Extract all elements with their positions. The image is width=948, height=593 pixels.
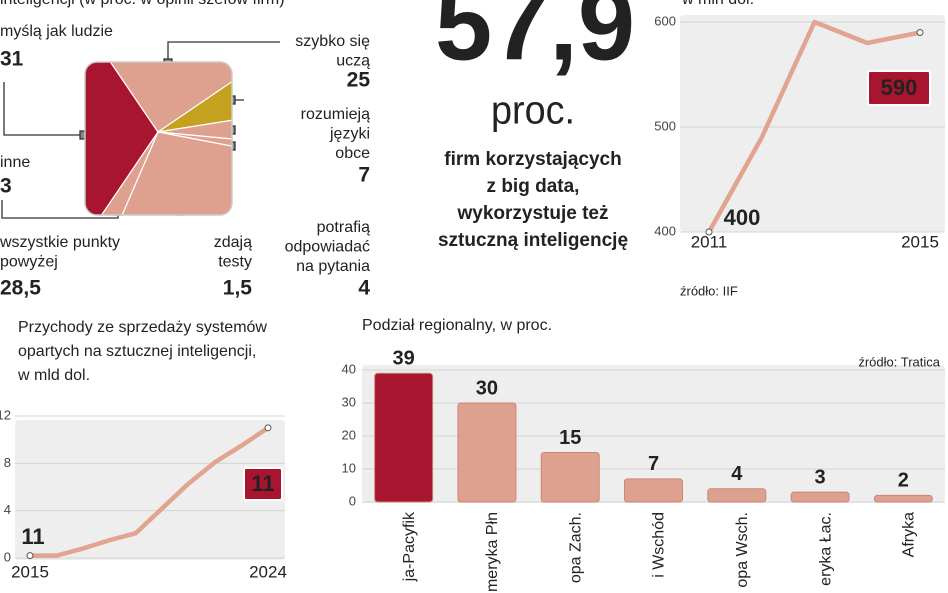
annotation: 11 bbox=[251, 471, 274, 496]
chart-title: inteligencji (w proc. w opinii szefów fi… bbox=[0, 0, 285, 8]
big-number: 57,9 bbox=[435, 0, 635, 82]
value-label: 2 bbox=[898, 470, 909, 492]
value-label: 30 bbox=[476, 377, 498, 399]
x-tick-label: meryka Płn bbox=[484, 512, 501, 592]
y-tick-label: 4 bbox=[4, 502, 11, 517]
category-label: odpowiadać bbox=[285, 239, 370, 256]
source: źródło: Tratica bbox=[858, 354, 940, 369]
category-label: rozumieją bbox=[301, 106, 370, 123]
line bbox=[706, 19, 923, 235]
value-label: 1,5 bbox=[223, 277, 253, 300]
value-label: 28,5 bbox=[0, 277, 41, 300]
plot-background bbox=[680, 15, 945, 232]
category-label: szybko się bbox=[295, 33, 370, 50]
category-label: powyżej bbox=[0, 254, 58, 271]
unit: proc. bbox=[491, 89, 575, 133]
pie-wedge bbox=[85, 131, 159, 215]
category-label: języki bbox=[329, 126, 370, 143]
annotation: 400 bbox=[724, 205, 761, 230]
value-label: 4 bbox=[358, 277, 370, 300]
chart-title: Przychody ze sprzedaży systemów bbox=[18, 319, 267, 336]
x-tick-label: 2015 bbox=[901, 232, 939, 251]
bar bbox=[873, 494, 933, 503]
category-label: wszystkie punkty bbox=[0, 234, 120, 251]
value-label: 25 bbox=[347, 69, 371, 92]
value-label: 39 bbox=[393, 348, 415, 370]
category-label: testy bbox=[218, 254, 252, 271]
x-tick-label: eryka Łac. bbox=[817, 512, 834, 586]
value-label: 15 bbox=[559, 427, 581, 449]
y-tick-label: 0 bbox=[349, 493, 356, 508]
category-label: zdają bbox=[214, 234, 252, 251]
y-tick-label: 600 bbox=[654, 13, 676, 28]
caption-line: z big data, bbox=[487, 176, 580, 197]
line bbox=[27, 425, 271, 558]
y-tick-label: 8 bbox=[4, 455, 11, 470]
chart-title: Podział regionalny, w proc. bbox=[362, 317, 552, 334]
x-tick-label: opa Zach. bbox=[567, 512, 584, 583]
caption-line: wykorzystuje też bbox=[457, 203, 609, 224]
category-label: uczą bbox=[336, 53, 370, 70]
y-tick-label: 0 bbox=[4, 549, 11, 564]
y-tick-label: 20 bbox=[342, 427, 356, 442]
pie-wedge bbox=[157, 62, 232, 133]
annotation-box bbox=[867, 70, 931, 106]
plot-background bbox=[15, 420, 285, 560]
annotation-box bbox=[243, 467, 283, 501]
y-tick-label: 500 bbox=[654, 118, 676, 133]
source: źródło: IIF bbox=[680, 283, 738, 298]
x-tick-label: 2015 bbox=[11, 562, 49, 581]
end-point bbox=[264, 424, 272, 432]
bar bbox=[540, 452, 600, 503]
x-tick-label: 2024 bbox=[249, 562, 287, 581]
end-point bbox=[705, 228, 713, 236]
bar bbox=[707, 488, 767, 503]
y-tick-label: 10 bbox=[342, 460, 356, 475]
category-label: obce bbox=[335, 145, 370, 162]
pie bbox=[85, 62, 232, 215]
category-label: inne bbox=[0, 154, 30, 171]
x-tick-label: opa Wsch. bbox=[734, 512, 751, 588]
value-label: 3 bbox=[0, 175, 12, 198]
value-label: 3 bbox=[815, 466, 826, 488]
x-tick-label: ja-Pacyfik bbox=[401, 511, 418, 582]
value-label: 7 bbox=[648, 453, 659, 475]
bar bbox=[790, 491, 850, 503]
x-tick-label: 2011 bbox=[691, 232, 728, 251]
chart-title: w mld dol. bbox=[17, 367, 90, 384]
bar bbox=[374, 372, 434, 503]
chart-title: opartych na sztucznej inteligencji, bbox=[18, 343, 256, 360]
y-tick-label: 30 bbox=[342, 394, 356, 409]
x-tick-label: i Wschód bbox=[651, 512, 668, 578]
bar bbox=[624, 478, 683, 503]
bar bbox=[457, 402, 517, 503]
y-tick-label: 400 bbox=[654, 223, 676, 238]
category-label: na pytania bbox=[296, 258, 370, 275]
annotation: 590 bbox=[881, 75, 918, 100]
category-label: myślą jak ludzie bbox=[0, 23, 113, 40]
end-point bbox=[26, 552, 34, 560]
pie-border bbox=[84, 61, 233, 216]
caption-line: firm korzystających bbox=[444, 149, 621, 170]
y-tick-label: 12 bbox=[0, 407, 11, 422]
chart-title: w mln dol. bbox=[681, 0, 754, 8]
pie-wedge bbox=[93, 131, 232, 215]
end-point bbox=[916, 29, 924, 36]
y-tick-label: 40 bbox=[342, 361, 356, 376]
annotation: 11 bbox=[21, 524, 44, 549]
caption-line: sztuczną inteligencję bbox=[438, 230, 628, 251]
value-label: 31 bbox=[0, 48, 24, 71]
category-label: potrafią bbox=[317, 219, 370, 236]
x-tick-label: Afryka bbox=[901, 512, 918, 557]
value-label: 7 bbox=[358, 164, 370, 187]
value-label: 4 bbox=[731, 463, 743, 485]
